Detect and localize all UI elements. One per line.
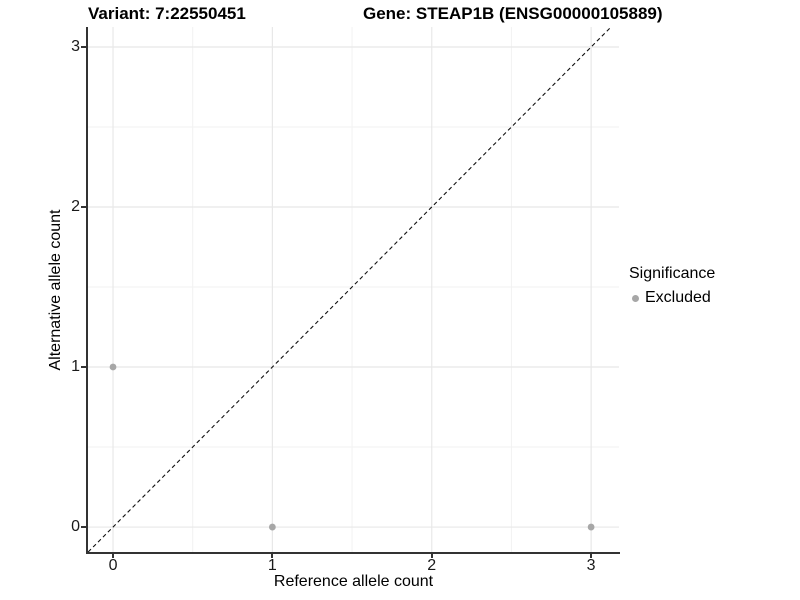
data-point — [109, 363, 117, 371]
y-tick-mark — [81, 526, 87, 529]
x-axis-title: Reference allele count — [273, 573, 434, 590]
legend-entry-label: Excluded — [645, 289, 711, 306]
legend-title: Significance — [629, 265, 716, 282]
plot-panel — [88, 27, 619, 552]
plot-canvas — [88, 27, 619, 552]
legend: Significance Excluded — [629, 263, 715, 309]
x-tick-label: 2 — [427, 557, 437, 574]
x-tick-label: 1 — [267, 557, 277, 574]
legend-entry-excluded: Excluded — [629, 287, 715, 309]
y-axis-title: Alternative allele count — [47, 209, 64, 371]
y-tick-mark — [81, 206, 87, 208]
x-tick-mark — [430, 552, 433, 558]
x-axis-line — [86, 552, 620, 554]
y-tick-label: 0 — [71, 518, 80, 536]
x-tick-mark — [271, 552, 274, 558]
y-tick-label: 2 — [71, 198, 80, 215]
gene-title: Gene: STEAP1B (ENSG00000105889) — [363, 4, 663, 23]
x-tick-mark — [590, 552, 593, 558]
variant-title: Variant: 7:22550451 — [88, 4, 246, 23]
x-tick-mark — [112, 552, 115, 558]
y-tick-label: 3 — [71, 38, 80, 55]
x-tick-label: 3 — [586, 557, 596, 574]
y-axis-line — [86, 27, 88, 554]
data-point — [587, 523, 595, 531]
legend-point-icon — [632, 294, 639, 302]
y-tick-mark — [81, 366, 87, 369]
x-tick-label: 0 — [108, 557, 118, 574]
data-point — [268, 523, 276, 531]
y-tick-mark — [81, 46, 87, 48]
y-tick-label: 1 — [71, 358, 80, 376]
identity-dashed-line — [88, 27, 612, 552]
